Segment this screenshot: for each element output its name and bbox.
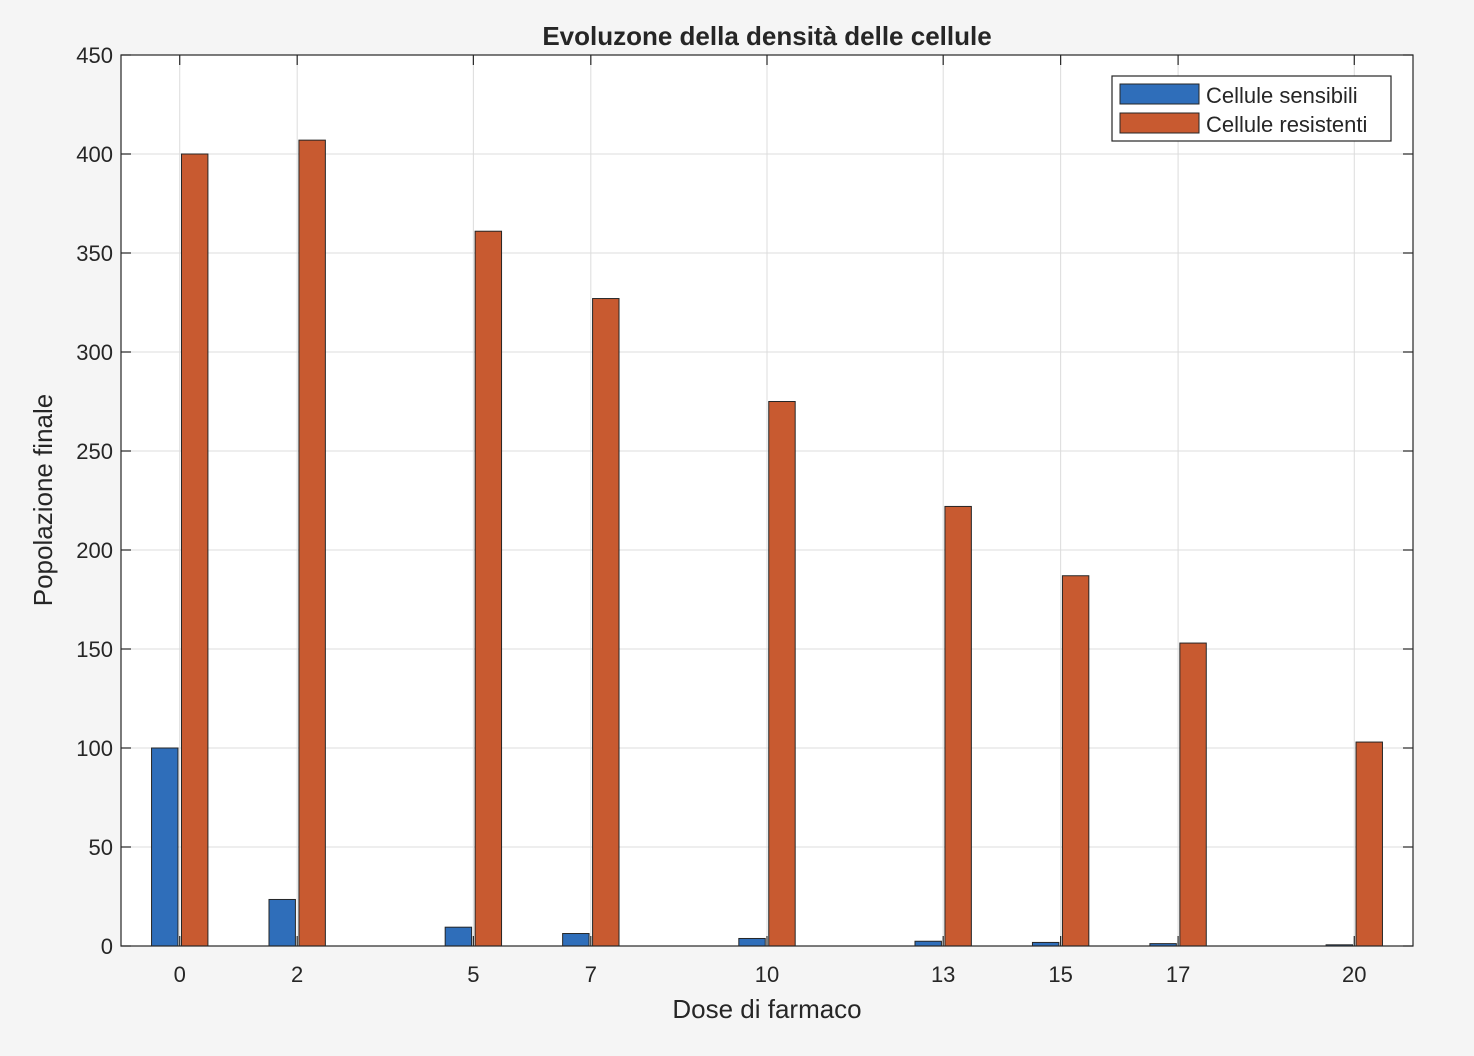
y-tick-label: 250: [76, 439, 113, 464]
y-tick-label: 350: [76, 241, 113, 266]
y-tick-label: 50: [89, 835, 113, 860]
chart-title: Evoluzone della densità delle cellule: [542, 21, 991, 51]
x-tick-label: 13: [931, 962, 955, 987]
bar-cellule-resistenti: [768, 401, 796, 947]
x-tick-label: 0: [174, 962, 186, 987]
bar-cellule-resistenti: [298, 139, 326, 947]
y-tick-label: 450: [76, 43, 113, 68]
bar-cellule-resistenti: [180, 153, 209, 947]
y-tick-label: 100: [76, 736, 113, 761]
y-tick-label: 150: [76, 637, 113, 662]
bar-cellule-resistenti: [1061, 575, 1090, 947]
bar-cellule-resistenti: [592, 298, 620, 947]
x-tick-label: 15: [1048, 962, 1072, 987]
x-tick-label: 5: [467, 962, 479, 987]
y-tick-label: 0: [101, 934, 113, 959]
bar-cellule-resistenti: [474, 230, 503, 947]
axes-box: [120, 54, 1414, 947]
bar-cellule-sensibili: [562, 933, 590, 947]
x-tick-labels: 0 2 5 7 10 13 15 17 20: [174, 962, 1367, 987]
bar-cellule-sensibili: [151, 747, 179, 947]
bars: [151, 139, 1383, 947]
y-tick-label: 300: [76, 340, 113, 365]
bar-cellule-sensibili: [914, 940, 942, 947]
grid: [121, 54, 1413, 947]
x-tick-label: 2: [291, 962, 303, 987]
legend-label-cellule-sensibili: Cellule sensibili: [1206, 83, 1358, 108]
bar-cellule-sensibili: [738, 937, 766, 947]
bar-cellule-resistenti: [1179, 642, 1207, 947]
y-tick-labels: 0 50 100 150 200 250 300 350 400 450: [76, 43, 113, 959]
bar-cellule-sensibili: [444, 926, 473, 947]
legend: Cellule sensibili Cellule resistenti: [1111, 75, 1392, 142]
y-tick-label: 200: [76, 538, 113, 563]
bar-cellule-sensibili: [268, 898, 296, 947]
legend-swatch-cellule-sensibili: [1119, 83, 1200, 105]
x-tick-label: 10: [755, 962, 779, 987]
legend-label-cellule-resistenti: Cellule resistenti: [1206, 112, 1367, 137]
legend-swatch-cellule-resistenti: [1119, 112, 1200, 134]
x-tick-label: 7: [585, 962, 597, 987]
x-tick-label: 17: [1166, 962, 1190, 987]
y-tick-label: 400: [76, 142, 113, 167]
y-axis-label: Popolazione finale: [28, 394, 58, 607]
x-tick-label: 20: [1342, 962, 1366, 987]
bar-cellule-resistenti: [1355, 741, 1383, 947]
bar-cellule-resistenti: [944, 505, 972, 947]
x-axis-label: Dose di farmaco: [672, 994, 861, 1024]
